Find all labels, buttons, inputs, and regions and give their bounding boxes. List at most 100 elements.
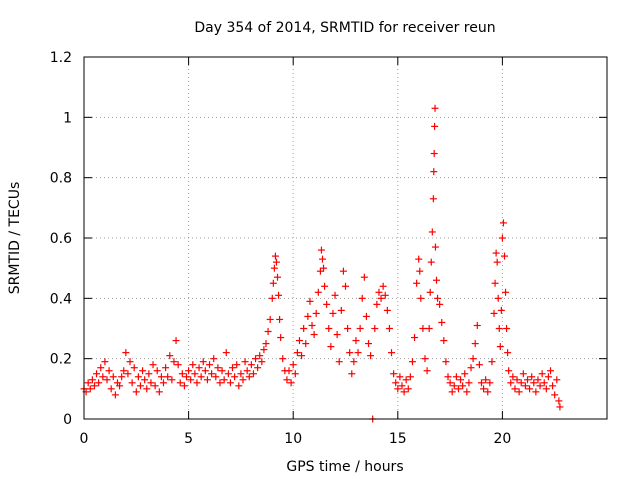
data-point <box>256 352 264 360</box>
data-point <box>536 382 544 390</box>
data-point <box>166 352 174 360</box>
data-point <box>337 306 345 314</box>
data-point <box>126 358 134 366</box>
data-point <box>275 291 283 299</box>
data-point <box>216 379 224 387</box>
data-point <box>258 358 266 366</box>
data-point <box>354 349 362 357</box>
data-point <box>310 331 318 339</box>
data-point <box>245 373 253 381</box>
data-point <box>517 379 525 387</box>
data-point <box>484 388 492 396</box>
y-tick-label: 0.2 <box>50 352 72 368</box>
data-point <box>429 195 437 203</box>
data-point <box>226 379 234 387</box>
data-point <box>222 349 230 357</box>
data-point <box>553 376 561 384</box>
data-point <box>88 376 96 384</box>
data-point <box>95 379 103 387</box>
data-point <box>457 376 465 384</box>
data-point <box>335 358 343 366</box>
data-point <box>408 358 416 366</box>
data-point <box>124 370 132 378</box>
data-point <box>231 373 239 381</box>
data-point <box>93 370 101 378</box>
data-point <box>482 376 490 384</box>
data-point <box>428 228 436 236</box>
data-point <box>276 315 284 323</box>
data-point <box>111 391 119 399</box>
data-point <box>224 370 232 378</box>
data-point <box>352 337 360 345</box>
data-point <box>413 279 421 287</box>
data-point <box>373 300 381 308</box>
data-point <box>426 288 434 296</box>
data-point <box>375 288 383 296</box>
data-point <box>159 379 167 387</box>
data-point <box>400 388 408 396</box>
data-point <box>502 288 510 296</box>
data-point <box>327 343 335 351</box>
data-point <box>425 325 433 332</box>
data-point <box>436 300 444 308</box>
x-axis-label: GPS time / hours <box>286 459 403 475</box>
data-point <box>143 385 151 393</box>
y-tick-label: 1 <box>63 110 72 126</box>
data-point <box>402 376 410 384</box>
data-point <box>419 325 427 332</box>
data-point <box>105 367 113 375</box>
data-point <box>147 379 155 387</box>
data-point <box>139 367 147 375</box>
data-point <box>241 358 249 366</box>
data-point <box>270 264 278 272</box>
data-point <box>291 370 299 378</box>
data-point <box>252 355 260 363</box>
x-tick-label: 5 <box>184 431 193 447</box>
data-point <box>212 373 220 381</box>
data-point <box>285 367 293 375</box>
data-point <box>486 379 494 387</box>
x-tick-label: 20 <box>493 431 511 447</box>
data-point <box>206 361 214 369</box>
data-point <box>97 364 105 372</box>
data-point <box>86 385 94 393</box>
axis-ticks <box>83 56 607 420</box>
y-tick-label: 1.2 <box>50 50 72 66</box>
data-point <box>84 379 92 387</box>
data-point <box>496 343 504 351</box>
data-point <box>411 334 419 342</box>
data-point <box>312 309 320 317</box>
x-tick-label: 0 <box>80 431 89 447</box>
data-point <box>99 373 107 381</box>
data-point <box>195 364 203 372</box>
data-point <box>260 346 268 354</box>
data-point <box>109 373 117 381</box>
data-point <box>477 379 485 387</box>
data-point <box>494 294 502 302</box>
x-tick-label: 10 <box>284 431 302 447</box>
tick-labels: 0 0.2 0.4 0.6 0.8 1 1.2 0 5 10 15 20 <box>50 50 512 447</box>
data-point <box>348 370 356 378</box>
data-point <box>333 331 341 339</box>
data-point <box>467 364 475 372</box>
data-point <box>283 376 291 384</box>
data-point <box>448 388 456 396</box>
data-point <box>503 325 511 332</box>
data-point <box>530 379 538 387</box>
data-point <box>532 388 540 396</box>
data-point <box>306 297 314 305</box>
data-point <box>183 373 191 381</box>
data-point <box>491 279 499 287</box>
data-point <box>446 379 454 387</box>
data-point <box>289 361 297 369</box>
data-point <box>308 321 316 329</box>
data-point <box>396 373 404 381</box>
data-point <box>365 340 373 348</box>
data-point <box>547 367 555 375</box>
data-point <box>103 376 111 384</box>
data-point <box>480 385 488 393</box>
data-point <box>505 367 513 375</box>
data-point <box>490 309 498 317</box>
data-point <box>122 349 130 357</box>
